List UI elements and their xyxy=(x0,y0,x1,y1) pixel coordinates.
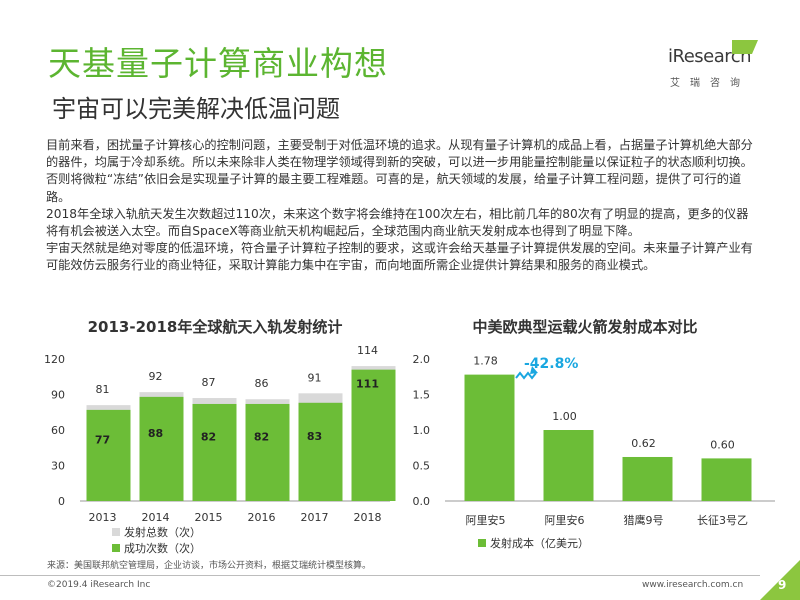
y-tick-label: 1.5 xyxy=(413,389,431,402)
data-label-success: 82 xyxy=(201,430,216,443)
y-tick-label: 30 xyxy=(51,460,65,473)
bar-cost xyxy=(543,430,594,501)
data-label-success: 88 xyxy=(148,427,163,440)
change-annotation: -42.8% xyxy=(524,356,578,372)
bar-cost xyxy=(464,374,515,501)
x-tick-label: 阿里安5 xyxy=(466,513,506,527)
y-tick-label: 1.0 xyxy=(413,424,431,437)
data-label-total: 87 xyxy=(202,376,216,389)
x-tick-label: 猎鹰9号 xyxy=(624,513,664,527)
data-label-total: 91 xyxy=(308,371,322,384)
y-tick-label: 120 xyxy=(44,353,65,366)
logo-chinese-text: 艾瑞咨询 xyxy=(670,78,750,89)
bar-success xyxy=(192,403,237,501)
body-paragraph: 目前来看，困扰量子计算核心的控制问题，主要受制于对低温环境的追求。从现有量子计算… xyxy=(46,138,753,204)
iresearch-logo: iResearch 艾瑞咨询 xyxy=(660,40,760,94)
data-label-success: 77 xyxy=(95,433,110,446)
legend-label-total: 发射总数（次） xyxy=(124,525,201,539)
x-tick-label: 阿里安6 xyxy=(545,513,585,527)
x-tick-label: 长征3号乙 xyxy=(697,514,748,527)
x-tick-label: 2014 xyxy=(142,511,170,524)
chart-legend: 发射总数（次） 成功次数（次） xyxy=(112,525,201,555)
legend-swatch-cost xyxy=(478,539,486,547)
bar-cost xyxy=(622,456,673,501)
chart-title: 中美欧典型运载火箭发射成本对比 xyxy=(472,318,697,336)
legend-swatch-total xyxy=(112,528,120,536)
data-label-total: 92 xyxy=(149,370,163,383)
bar-success xyxy=(139,396,184,501)
x-tick-label: 2015 xyxy=(195,511,223,524)
data-label-total: 81 xyxy=(96,383,110,396)
logo-flag-icon xyxy=(732,40,758,54)
legend-label-cost: 发射成本（亿美元） xyxy=(490,536,589,550)
data-label-cost: 0.62 xyxy=(631,437,656,450)
body-paragraph: 宇宙天然就是绝对零度的低温环境，符合量子计算粒子控制的要求，这或许会给天基量子计… xyxy=(46,241,753,273)
source-note: 来源：美国联邦航空管理局，企业访谈，市场公开资料，根据艾瑞统计模型核算。 xyxy=(47,561,372,571)
data-label-total: 86 xyxy=(255,377,269,390)
page-subtitle: 宇宙可以完美解决低温问题 xyxy=(52,95,340,123)
legend-label-success: 成功次数（次） xyxy=(124,541,201,555)
page-number: 9 xyxy=(778,578,787,592)
launch-statistics-chart: 2013-2018年全球航天入轨发射统计 0 30 60 90 120 81 77 2013… xyxy=(44,318,396,555)
data-label-cost: 1.78 xyxy=(473,355,498,368)
page-corner-triangle xyxy=(760,560,800,600)
bar-success xyxy=(298,402,343,501)
bar-success xyxy=(245,403,290,501)
data-label-cost: 1.00 xyxy=(552,410,577,423)
footer-divider xyxy=(0,575,760,576)
y-tick-label: 2.0 xyxy=(413,353,431,366)
y-tick-label: 0.0 xyxy=(413,495,431,508)
x-tick-label: 2018 xyxy=(354,511,382,524)
body-text: 目前来看，困扰量子计算核心的控制问题，主要受制于对低温环境的追求。从现有量子计算… xyxy=(46,137,758,275)
y-tick-label: 90 xyxy=(51,389,65,402)
bar-success xyxy=(351,369,396,501)
data-label-cost: 0.60 xyxy=(710,438,735,451)
bar-cost xyxy=(701,458,752,501)
page-title: 天基量子计算商业构想 xyxy=(48,44,388,83)
x-tick-label: 2016 xyxy=(248,511,276,524)
arrow-head-icon xyxy=(530,366,538,374)
data-label-success: 111 xyxy=(356,378,379,391)
x-tick-label: 2013 xyxy=(89,511,117,524)
squiggle-arrow-icon xyxy=(515,371,537,380)
logo-text: iResearch xyxy=(668,46,752,67)
y-tick-label: 0 xyxy=(58,495,65,508)
data-label-success: 82 xyxy=(254,430,269,443)
y-tick-label: 0.5 xyxy=(413,460,431,473)
x-tick-label: 2017 xyxy=(301,511,329,524)
copyright: ©2019.4 iResearch Inc xyxy=(47,580,151,590)
chart-legend: 发射成本（亿美元） xyxy=(478,536,589,550)
rocket-cost-chart: 中美欧典型运载火箭发射成本对比 0.0 0.5 1.0 1.5 2.0 1.78 阿里安5… xyxy=(413,318,775,550)
website-link[interactable]: www.iresearch.com.cn xyxy=(642,580,744,590)
legend-swatch-success xyxy=(112,544,120,552)
data-label-total: 114 xyxy=(357,344,378,357)
bar-success xyxy=(86,409,131,501)
data-label-success: 83 xyxy=(307,430,322,443)
chart-title: 2013-2018年全球航天入轨发射统计 xyxy=(88,318,343,336)
body-paragraph: 2018年全球入轨航天发生次数超过110次，未来这个数字将会维持在100次左右，… xyxy=(46,206,749,239)
y-tick-label: 60 xyxy=(51,424,65,437)
